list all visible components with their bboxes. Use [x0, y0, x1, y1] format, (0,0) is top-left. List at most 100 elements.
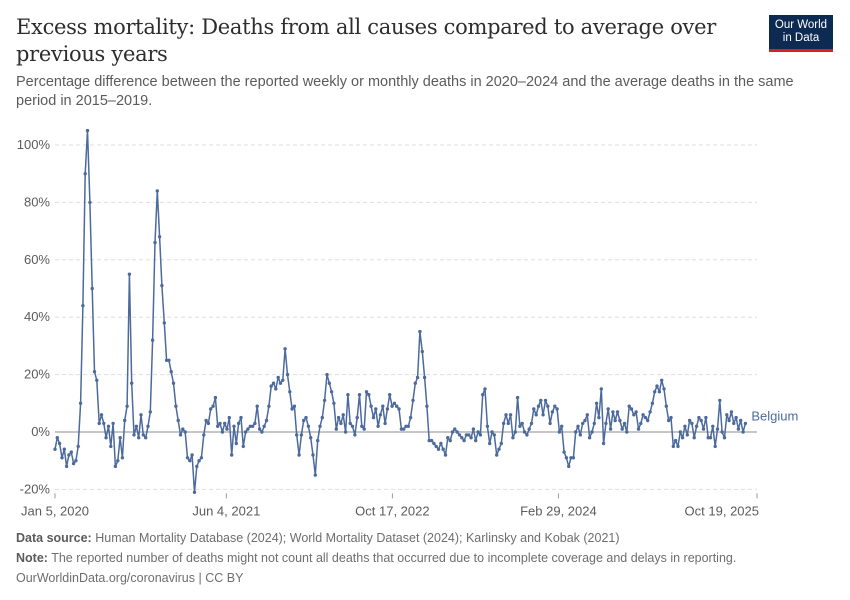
data-point [511, 436, 515, 440]
data-point [534, 413, 538, 417]
data-point [627, 404, 631, 408]
data-point [132, 433, 136, 437]
data-point [699, 418, 703, 423]
chart-footer: Data source: Human Mortality Database (2… [16, 528, 836, 588]
data-point [369, 404, 373, 408]
data-point [190, 453, 194, 457]
data-point [562, 450, 566, 454]
data-point [639, 421, 643, 426]
data-point [527, 427, 531, 431]
data-point [725, 413, 729, 417]
data-point [334, 427, 338, 431]
data-point [264, 418, 269, 423]
data-point [676, 444, 680, 449]
data-point [181, 427, 185, 431]
data-point [501, 421, 506, 426]
data-point [550, 410, 555, 414]
data-point [269, 384, 273, 388]
source-text[interactable]: Human Mortality Database (2024); World M… [95, 531, 620, 545]
data-point [371, 415, 376, 420]
data-point [381, 404, 385, 408]
data-point [532, 407, 536, 411]
data-point [446, 436, 450, 440]
data-point [204, 418, 208, 423]
data-point [543, 398, 548, 403]
data-point [220, 430, 225, 434]
data-point [553, 404, 557, 408]
data-point [92, 370, 97, 374]
data-point [583, 418, 587, 423]
data-point [376, 424, 380, 428]
data-point [711, 424, 715, 428]
data-point [488, 441, 492, 446]
series-label-layer: Belgium [751, 408, 798, 423]
data-point [634, 410, 638, 414]
data-point [548, 421, 552, 426]
x-tick-label: Oct 19, 2025 [685, 503, 759, 518]
data-point [713, 444, 717, 449]
data-point [460, 436, 464, 440]
source-label: Data source: [16, 531, 92, 545]
data-point [329, 390, 334, 394]
data-point [581, 421, 585, 426]
data-point [146, 424, 150, 428]
data-point [622, 421, 627, 426]
data-point [367, 393, 371, 397]
data-point [297, 453, 301, 457]
data-point [137, 436, 141, 440]
x-tick-label: Jun 4, 2021 [192, 503, 260, 518]
note-line: Note: The reported number of deaths migh… [16, 548, 836, 568]
data-point [587, 436, 592, 440]
data-point [701, 427, 706, 431]
x-tick-label: Oct 17, 2022 [355, 503, 429, 518]
data-point [90, 286, 94, 291]
data-point [176, 418, 180, 423]
data-point [127, 272, 132, 276]
data-point [195, 464, 199, 469]
data-point [685, 433, 689, 437]
data-point [560, 424, 564, 428]
data-point [483, 387, 487, 391]
data-point [120, 456, 125, 460]
data-point [741, 430, 745, 434]
data-point [546, 404, 550, 408]
data-point [594, 401, 599, 405]
data-point [150, 338, 155, 342]
data-point [290, 407, 294, 411]
data-point [157, 235, 162, 239]
data-point [209, 407, 213, 411]
data-point [471, 427, 476, 431]
data-point [439, 441, 443, 446]
data-point [241, 444, 245, 449]
data-point [171, 381, 176, 385]
data-point [629, 407, 634, 411]
data-point [727, 418, 731, 423]
data-point [429, 438, 434, 443]
line-chart: -20% 0% 20% 40% 60% 80% 100% Jan 5, 2020 Jun 4,… [17, 128, 798, 518]
chart-title: Excess mortality: Deaths from all causes… [16, 15, 716, 66]
data-point [504, 413, 508, 417]
data-point [83, 172, 87, 176]
data-point [420, 349, 424, 354]
data-point [529, 421, 534, 426]
data-point [62, 447, 66, 451]
data-point [102, 421, 106, 426]
data-point [339, 421, 343, 426]
data-point [257, 427, 262, 431]
data-point [736, 427, 741, 431]
data-point [385, 407, 390, 411]
data-point [246, 427, 250, 431]
data-point [515, 395, 520, 400]
credit-line[interactable]: OurWorldinData.org/coronavirus | CC BY [16, 571, 244, 585]
data-point [227, 415, 231, 420]
data-point [64, 464, 69, 469]
data-point [506, 421, 510, 426]
owid-logo[interactable]: Our World in Data [769, 15, 833, 52]
data-point [613, 418, 617, 423]
data-point [341, 413, 345, 417]
data-point [116, 459, 120, 463]
data-point [732, 421, 736, 426]
data-point [139, 413, 143, 417]
y-tick-label: 40% [24, 309, 50, 324]
data-point [288, 390, 292, 394]
